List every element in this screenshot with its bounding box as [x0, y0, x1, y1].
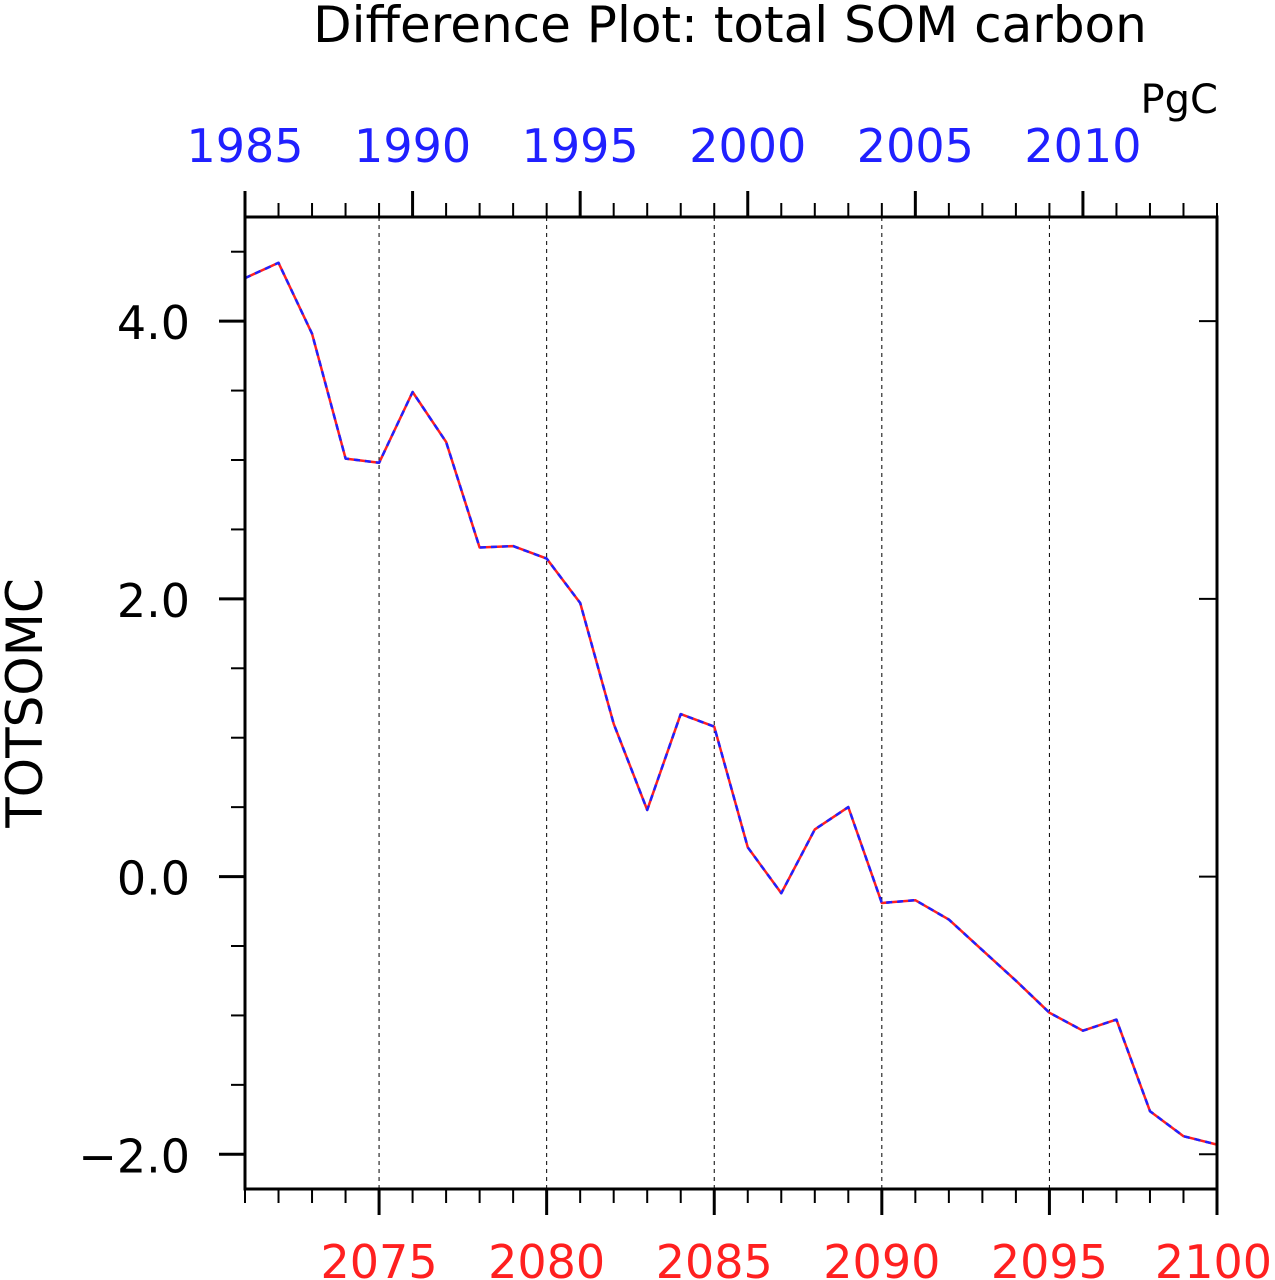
- series-line-blue-dashed: [244, 261, 1218, 1146]
- chart-title: Difference Plot: total SOM carbon: [313, 0, 1147, 54]
- top-tick-label: 1985: [186, 119, 303, 173]
- axes: 2075 2080 2085 2090 2095 2100 1985 1990 1995 2000…: [78, 119, 1272, 1280]
- top-tick-label: 1990: [354, 119, 471, 173]
- y-tick-label: 4.0: [117, 296, 190, 350]
- top-tick-label: 2005: [857, 119, 974, 173]
- series-layer: [244, 261, 1218, 1146]
- y-tick-label: 2.0: [117, 574, 190, 628]
- bottom-tick-label: 2095: [991, 1235, 1108, 1280]
- top-tick-label: 1995: [522, 119, 639, 173]
- bottom-tick-label: 2085: [656, 1235, 773, 1280]
- top-tick-label: 2010: [1024, 119, 1141, 173]
- bottom-tick-label: 2100: [1155, 1235, 1272, 1280]
- y-axis-label: TOTSOMC: [0, 578, 54, 829]
- bottom-tick-label: 2080: [488, 1235, 605, 1280]
- units-label: PgC: [1141, 77, 1218, 123]
- vertical-gridlines: [378, 217, 1050, 1189]
- plot-frame: [243, 215, 1219, 1191]
- y-tick-label: −2.0: [78, 1129, 190, 1183]
- y-tick-label: 0.0: [117, 852, 190, 906]
- series-line-red: [244, 261, 1218, 1146]
- bottom-tick-label: 2090: [823, 1235, 940, 1280]
- top-tick-label: 2000: [689, 119, 806, 173]
- bottom-tick-label: 2075: [321, 1235, 438, 1280]
